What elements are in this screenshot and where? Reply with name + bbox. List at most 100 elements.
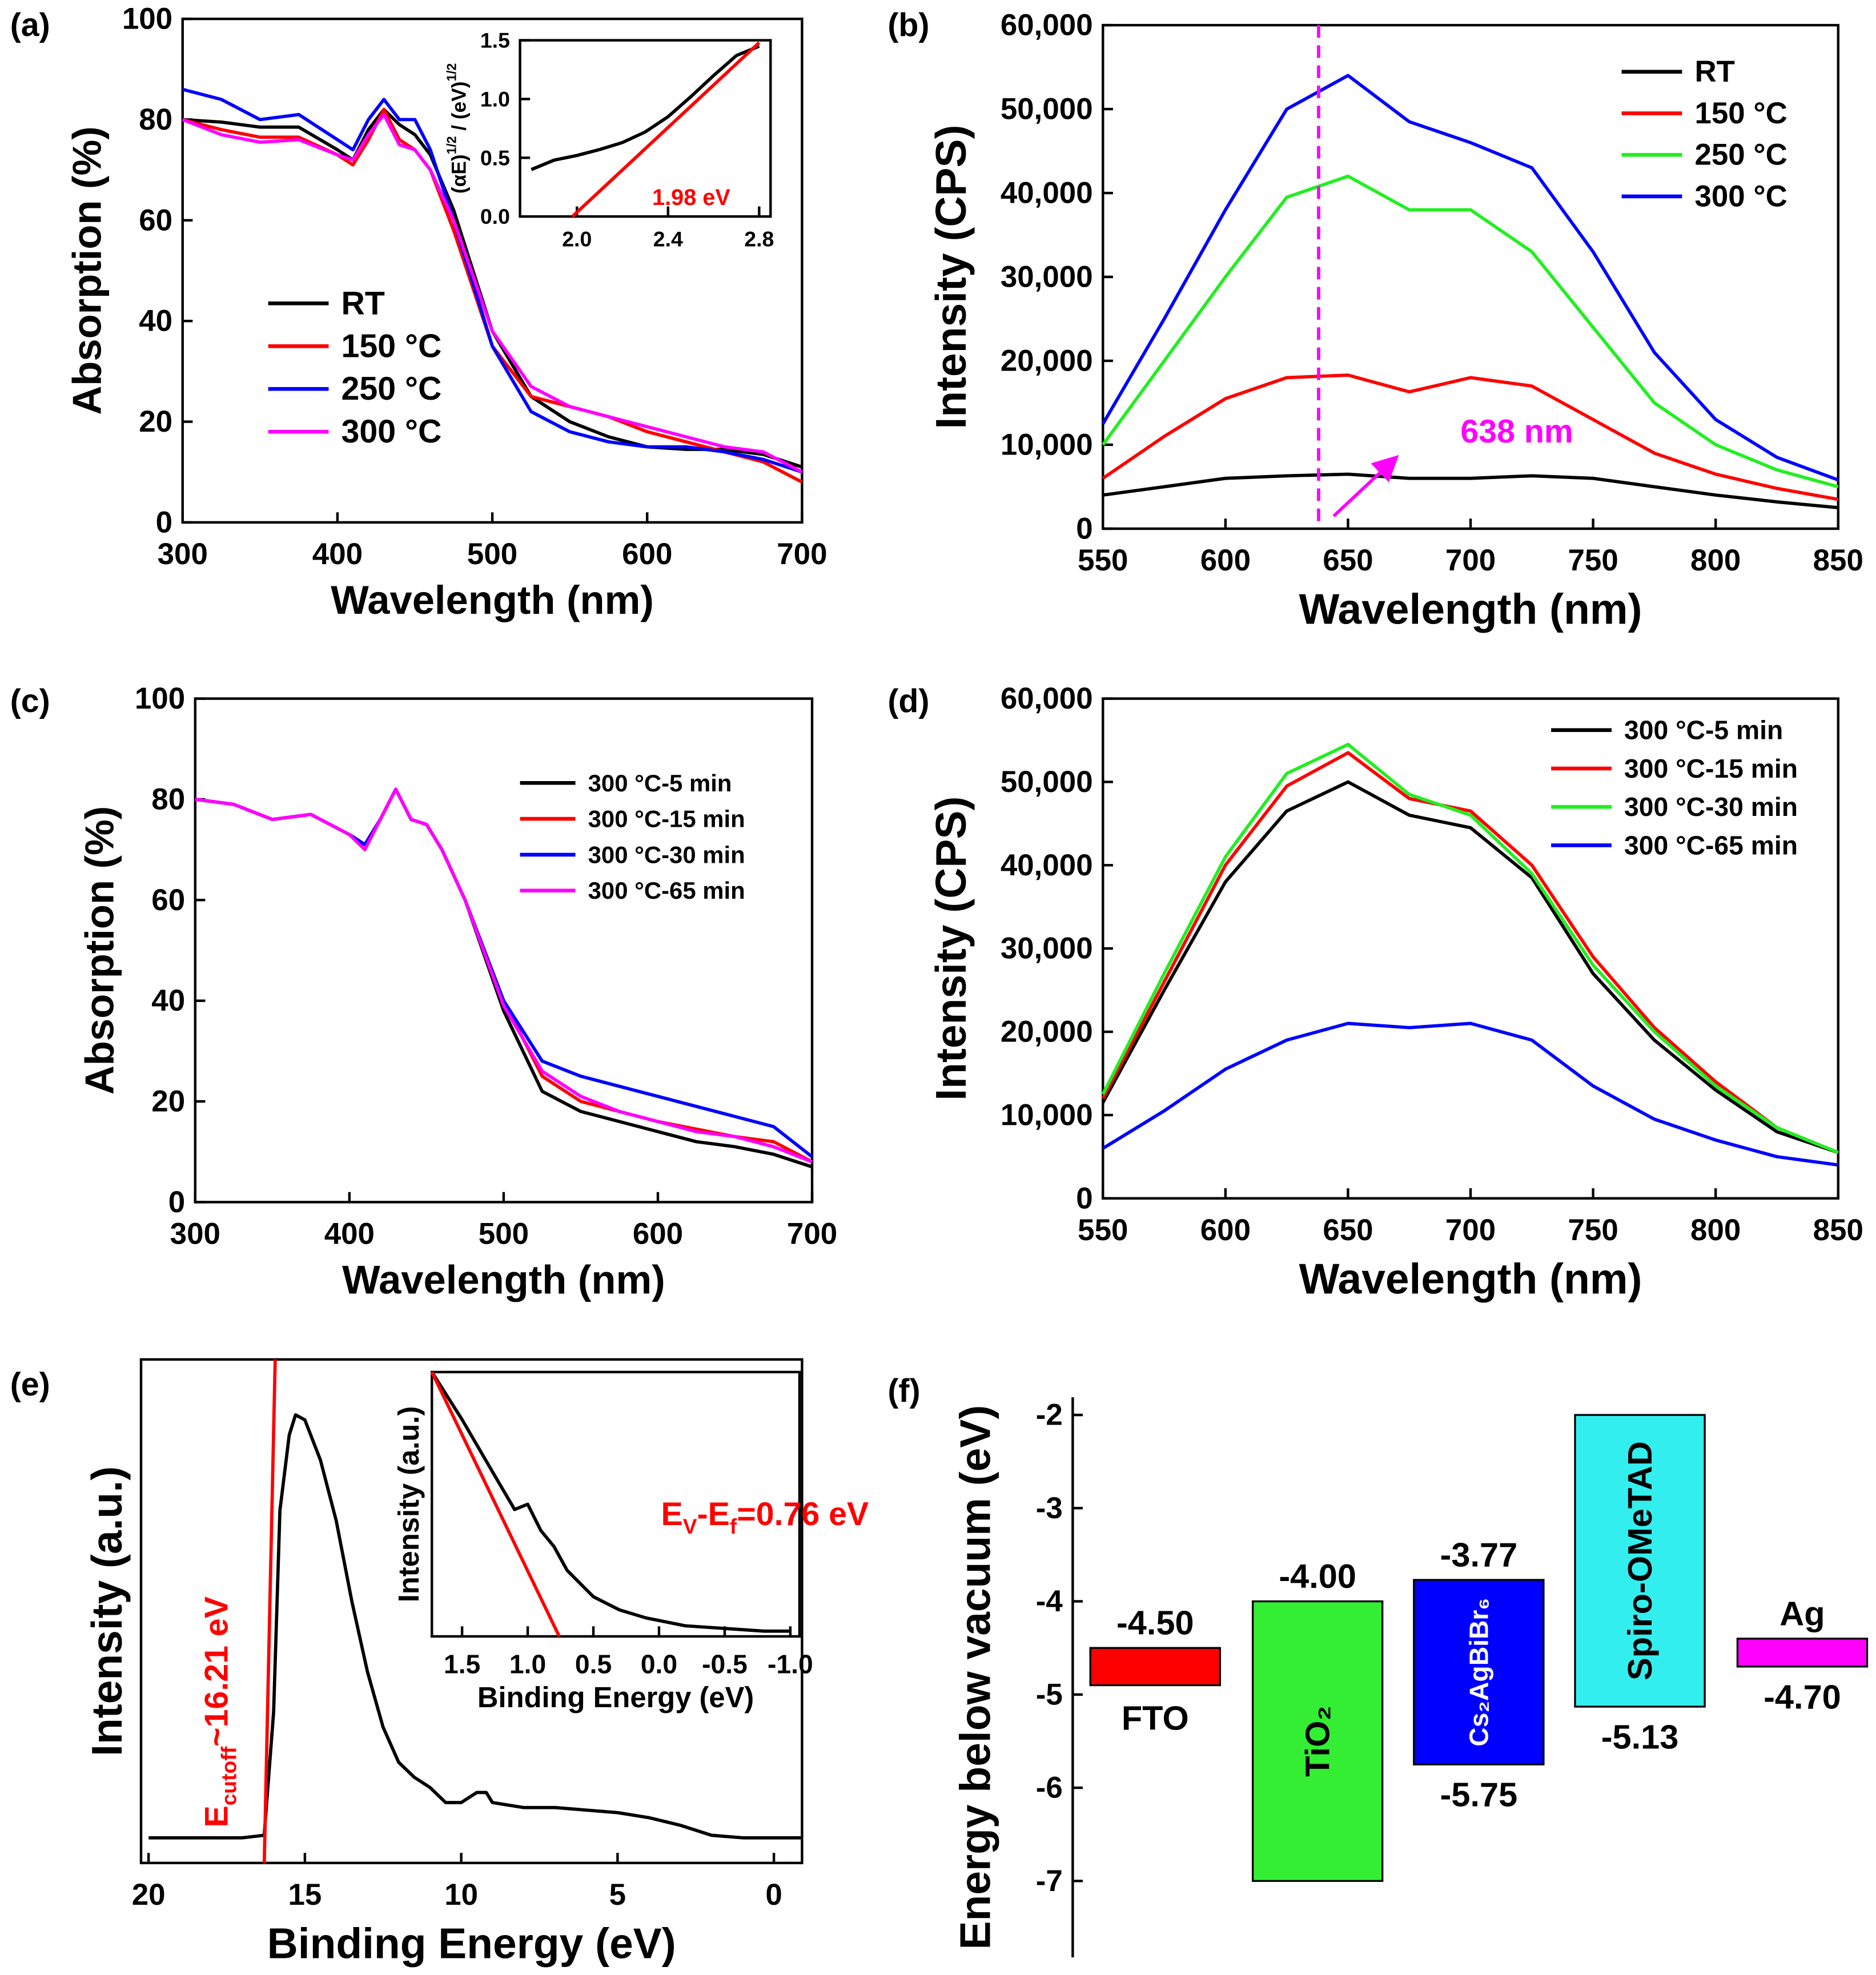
x-tick-label: 400 <box>324 1217 375 1250</box>
x-tick-label: 300 <box>158 537 208 571</box>
legend-label: 300 °C-5 min <box>1624 715 1783 745</box>
fit-line <box>262 1359 277 1863</box>
x-tick-label: 400 <box>312 537 363 571</box>
y-axis-title: Intensity (a.u.) <box>83 1466 131 1756</box>
legend-label: 300 °C-30 min <box>588 841 745 868</box>
y-tick-label: 60 <box>139 203 172 237</box>
legend-label: 150 °C <box>342 328 442 364</box>
annotation: EV-Ef=0.76 eV <box>661 1496 869 1538</box>
x-tick-label: 550 <box>1078 1213 1128 1247</box>
y-tick-label: 100 <box>135 682 185 715</box>
value-label: -4.00 <box>1279 1557 1356 1595</box>
legend-label: 300 °C <box>1694 179 1787 213</box>
x-tick-label: 2.0 <box>562 227 592 251</box>
x-tick-label: 500 <box>479 1217 529 1250</box>
data-line <box>1102 1021 1839 1167</box>
panel-label: (b) <box>887 7 929 43</box>
panel-label: (c) <box>10 683 50 719</box>
value-label: -3.77 <box>1440 1535 1518 1574</box>
x-tick-label: 2.8 <box>744 227 774 251</box>
x-tick-label: 800 <box>1690 1213 1741 1247</box>
data-line <box>531 45 760 171</box>
x-tick-label: 600 <box>633 1217 683 1250</box>
value-label: -5.13 <box>1601 1717 1679 1756</box>
y-tick-label: 60,000 <box>1001 9 1093 42</box>
y-tick-label: 0 <box>168 1185 185 1219</box>
y-tick-label: 40,000 <box>1001 848 1093 882</box>
data-line <box>148 1413 802 1840</box>
legend-label: RT <box>342 285 385 321</box>
y-tick-label: 0.5 <box>480 146 510 170</box>
data-line <box>430 1371 790 1633</box>
data-line <box>1101 74 1839 482</box>
y-tick-label: 80 <box>151 782 185 816</box>
legend-label: 300 °C-5 min <box>588 770 732 797</box>
category-label: Ag <box>1779 1594 1825 1632</box>
band-bar <box>1574 1414 1706 1708</box>
annotation-part: E <box>198 1805 235 1827</box>
y-tick-label: 50,000 <box>1001 92 1093 126</box>
y-axis-title: Absorption (%) <box>65 126 110 415</box>
legend-label: RT <box>1694 55 1735 89</box>
y-tick-label: 1.5 <box>480 29 510 53</box>
x-tick-label: 1.0 <box>509 1650 546 1679</box>
data-line <box>195 787 813 1164</box>
x-tick-label: 0 <box>765 1878 782 1912</box>
category-label: Spiro-OMeTAD <box>1621 1441 1659 1680</box>
y-tick-label: -5 <box>1036 1678 1063 1711</box>
annotation-part: E <box>661 1496 682 1532</box>
data-line <box>1101 780 1839 1155</box>
panel-label: (e) <box>10 1366 50 1403</box>
y-axis-title: Intensity (a.u.) <box>392 1406 425 1603</box>
legend-label: 300 °C-30 min <box>1624 792 1798 822</box>
category-label: TiO₂ <box>1299 1706 1337 1777</box>
value-label: -4.70 <box>1763 1678 1841 1716</box>
x-tick-label: 600 <box>1200 1213 1251 1247</box>
x-tick-label: 0.5 <box>575 1650 612 1679</box>
x-tick-label: 650 <box>1323 1213 1373 1247</box>
annotation: 1.98 eV <box>652 185 730 210</box>
x-tick-label: 650 <box>1323 544 1373 577</box>
data-line <box>1102 373 1839 501</box>
y-tick-label: 0 <box>1076 512 1092 545</box>
y-tick-label: 0 <box>1076 1181 1092 1215</box>
band-bar <box>1413 1579 1545 1765</box>
legend-label: 300 °C-15 min <box>1624 754 1798 783</box>
y-axis-title: Energy below vacuum (eV) <box>951 1405 999 1950</box>
y-axis-title: (αE)1/2 / (eV)1/2 <box>444 63 471 194</box>
data-line <box>1101 174 1839 489</box>
y-tick-label: 100 <box>122 2 172 36</box>
y-tick-label: 0 <box>156 505 172 539</box>
y-tick-label: 50,000 <box>1001 765 1093 799</box>
category-label: Cs₂AgBiBr₆ <box>1464 1598 1493 1747</box>
y-tick-label: 40,000 <box>1001 176 1093 210</box>
legend-label: 250 °C <box>342 371 442 407</box>
annotation-part: =0.76 eV <box>737 1496 869 1532</box>
x-tick-label: 550 <box>1078 544 1128 577</box>
x-axis-title: Wavelength (nm) <box>331 577 654 622</box>
x-tick-label: 700 <box>1445 544 1496 577</box>
x-tick-label: 600 <box>622 537 672 571</box>
annotation-part: cutoff <box>216 1746 240 1805</box>
x-tick-label: 700 <box>787 1217 837 1250</box>
x-tick-label: 850 <box>1813 1213 1863 1247</box>
y-tick-label: 30,000 <box>1001 260 1093 294</box>
x-tick-label: 700 <box>777 537 827 571</box>
annotation-part: f <box>730 1514 737 1538</box>
x-tick-label: 850 <box>1813 544 1863 577</box>
data-line <box>182 87 803 474</box>
legend-label: 300 °C-15 min <box>588 806 745 832</box>
plot-frame <box>1102 697 1839 1200</box>
x-tick-label: 15 <box>288 1878 322 1912</box>
annotation: 638 nm <box>1460 413 1573 450</box>
y-tick-label: 40 <box>151 984 185 1017</box>
legend-label: 300 °C-65 min <box>588 877 745 904</box>
value-label: -4.50 <box>1116 1604 1194 1642</box>
y-tick-label: 20 <box>151 1085 185 1119</box>
plot-frame <box>194 697 814 1204</box>
x-tick-label: -0.5 <box>702 1650 748 1679</box>
fit-line <box>571 41 761 218</box>
x-tick-label: 750 <box>1568 1213 1618 1247</box>
category-label: FTO <box>1122 1699 1189 1737</box>
